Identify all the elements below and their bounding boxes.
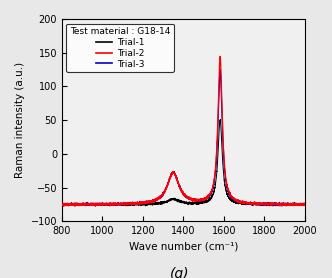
Text: (g): (g) (170, 267, 189, 278)
X-axis label: Wave number (cm⁻¹): Wave number (cm⁻¹) (128, 242, 238, 252)
Y-axis label: Raman intensity (a.u.): Raman intensity (a.u.) (15, 62, 25, 178)
Legend: Trial-1, Trial-2, Trial-3: Trial-1, Trial-2, Trial-3 (66, 24, 174, 72)
